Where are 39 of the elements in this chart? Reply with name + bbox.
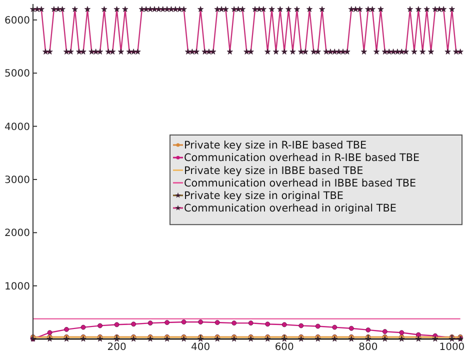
legend-label: Communication overhead in original TBE — [184, 202, 396, 215]
point — [382, 329, 388, 334]
point — [181, 320, 186, 324]
point — [131, 322, 136, 327]
legend-label: Communication overhead in IBBE based TBE — [184, 177, 416, 190]
point — [214, 320, 220, 325]
point — [198, 320, 204, 324]
legend-label: Communication overhead in R-IBE based TBE — [184, 152, 420, 164]
point — [348, 326, 354, 331]
point — [114, 322, 120, 328]
y-tick-label: 2000 — [4, 228, 30, 240]
y-tick-label: 6000 — [4, 15, 30, 26]
point — [64, 326, 69, 332]
point — [332, 324, 338, 330]
point — [298, 323, 304, 328]
x-tick-label: 800 — [358, 342, 378, 353]
point — [47, 330, 52, 336]
point — [232, 320, 237, 326]
point — [366, 328, 371, 332]
point — [315, 324, 320, 329]
legend-label: Private key size in R-IBE based TBE — [184, 140, 367, 152]
x-tick-label: 200 — [107, 342, 126, 353]
point — [265, 322, 270, 327]
point — [98, 323, 102, 328]
point — [248, 320, 254, 326]
legend-label: Private key size in original TBE — [184, 190, 344, 202]
y-tick-label: 3000 — [4, 174, 30, 186]
point — [282, 322, 287, 328]
x-tick-label: 400 — [191, 342, 210, 353]
point — [164, 320, 170, 325]
x-tick-label: 600 — [274, 342, 294, 353]
y-tick-label: 1000 — [4, 281, 30, 292]
legend-label: Private key size in IBBE based TBE — [184, 164, 364, 177]
point — [399, 330, 404, 336]
x-tick-label: 1000 — [439, 342, 465, 353]
point — [148, 320, 153, 326]
y-tick-label: 4000 — [4, 122, 30, 133]
y-tick-label: 5000 — [4, 68, 30, 80]
point — [80, 324, 86, 330]
